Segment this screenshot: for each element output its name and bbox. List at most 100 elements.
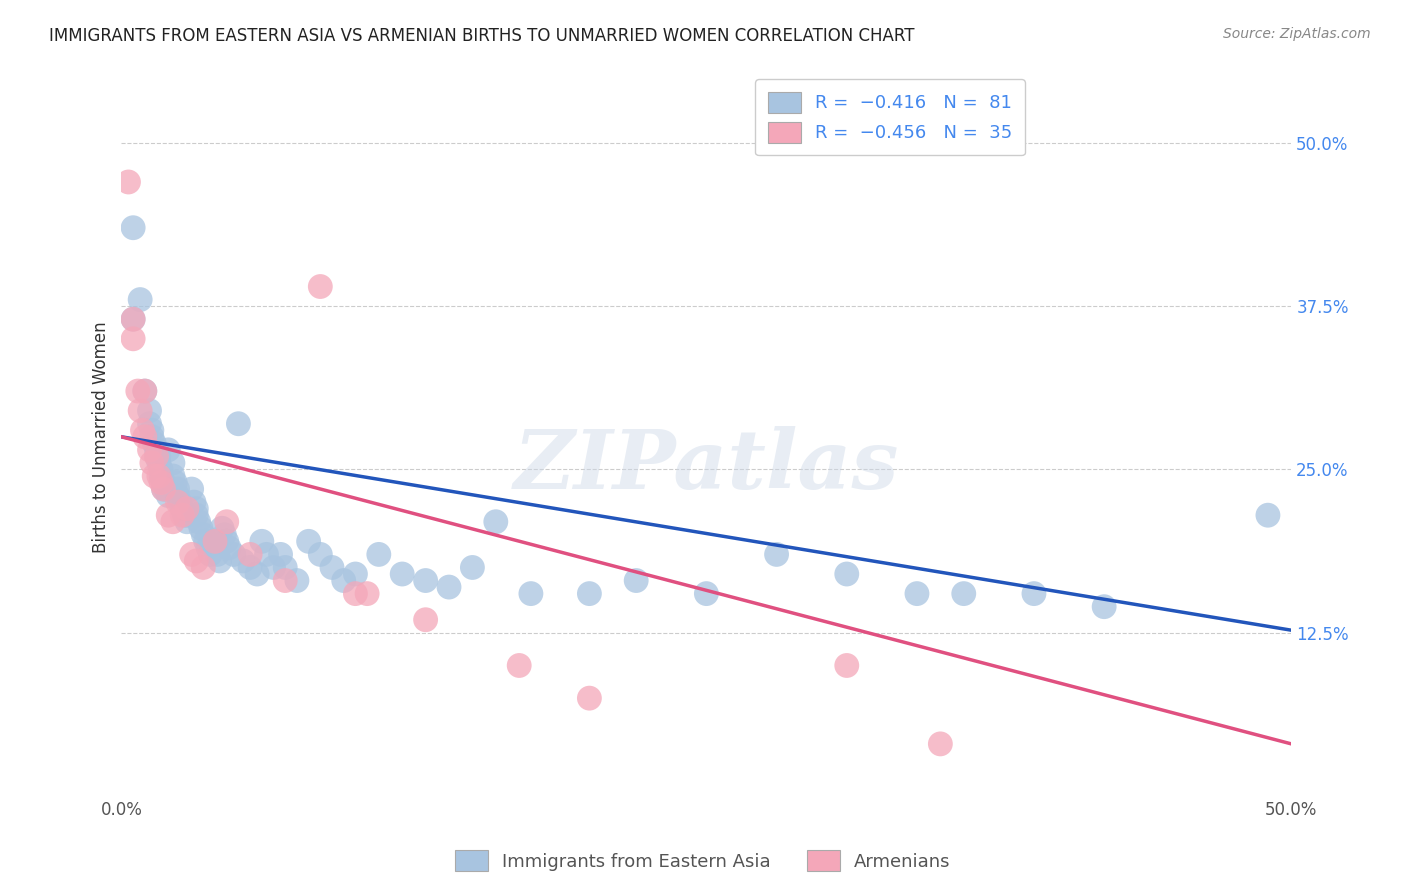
- Point: [211, 521, 233, 535]
- Point: [134, 430, 156, 444]
- Point: [176, 508, 198, 523]
- Point: [145, 450, 167, 464]
- Point: [145, 450, 167, 464]
- Point: [145, 442, 167, 457]
- Point: [176, 515, 198, 529]
- Point: [356, 586, 378, 600]
- Point: [122, 220, 145, 235]
- Point: [157, 489, 180, 503]
- Point: [415, 574, 437, 588]
- Point: [148, 450, 170, 464]
- Point: [207, 548, 229, 562]
- Point: [180, 548, 202, 562]
- Point: [166, 495, 188, 509]
- Point: [274, 560, 297, 574]
- Point: [122, 312, 145, 326]
- Point: [391, 567, 413, 582]
- Point: [138, 403, 160, 417]
- Point: [197, 541, 219, 555]
- Point: [905, 586, 928, 600]
- Point: [162, 469, 184, 483]
- Point: [246, 567, 269, 582]
- Point: [578, 691, 600, 706]
- Point: [193, 560, 215, 574]
- Point: [344, 567, 367, 582]
- Point: [952, 586, 974, 600]
- Point: [285, 574, 308, 588]
- Point: [186, 508, 208, 523]
- Point: [169, 495, 191, 509]
- Point: [141, 456, 163, 470]
- Point: [309, 548, 332, 562]
- Point: [162, 456, 184, 470]
- Point: [232, 554, 254, 568]
- Point: [765, 548, 787, 562]
- Point: [520, 586, 543, 600]
- Point: [143, 469, 166, 483]
- Point: [122, 312, 145, 326]
- Point: [1092, 599, 1115, 614]
- Point: [131, 423, 153, 437]
- Legend: Immigrants from Eastern Asia, Armenians: Immigrants from Eastern Asia, Armenians: [449, 843, 957, 879]
- Point: [194, 534, 217, 549]
- Point: [508, 658, 530, 673]
- Point: [157, 442, 180, 457]
- Point: [165, 475, 187, 490]
- Point: [152, 482, 174, 496]
- Point: [166, 489, 188, 503]
- Point: [172, 501, 194, 516]
- Point: [148, 456, 170, 470]
- Point: [138, 442, 160, 457]
- Point: [214, 528, 236, 542]
- Point: [208, 554, 231, 568]
- Point: [186, 501, 208, 516]
- Point: [437, 580, 460, 594]
- Point: [176, 501, 198, 516]
- Point: [1257, 508, 1279, 523]
- Point: [162, 515, 184, 529]
- Point: [143, 436, 166, 450]
- Point: [274, 574, 297, 588]
- Point: [141, 430, 163, 444]
- Point: [148, 469, 170, 483]
- Point: [204, 534, 226, 549]
- Point: [155, 482, 177, 496]
- Point: [215, 515, 238, 529]
- Point: [695, 586, 717, 600]
- Point: [183, 495, 205, 509]
- Point: [239, 560, 262, 574]
- Text: ZIPatlas: ZIPatlas: [513, 425, 900, 506]
- Point: [218, 541, 240, 555]
- Point: [624, 574, 647, 588]
- Point: [127, 384, 149, 398]
- Point: [332, 574, 354, 588]
- Point: [187, 515, 209, 529]
- Text: Source: ZipAtlas.com: Source: ZipAtlas.com: [1223, 27, 1371, 41]
- Point: [270, 548, 292, 562]
- Point: [134, 384, 156, 398]
- Point: [309, 279, 332, 293]
- Point: [222, 548, 245, 562]
- Point: [122, 332, 145, 346]
- Point: [190, 521, 212, 535]
- Point: [835, 567, 858, 582]
- Point: [150, 469, 173, 483]
- Point: [215, 534, 238, 549]
- Point: [321, 560, 343, 574]
- Point: [117, 175, 139, 189]
- Text: IMMIGRANTS FROM EASTERN ASIA VS ARMENIAN BIRTHS TO UNMARRIED WOMEN CORRELATION C: IMMIGRANTS FROM EASTERN ASIA VS ARMENIAN…: [49, 27, 915, 45]
- Point: [263, 560, 285, 574]
- Point: [166, 482, 188, 496]
- Point: [150, 475, 173, 490]
- Y-axis label: Births to Unmarried Women: Births to Unmarried Women: [93, 321, 110, 553]
- Point: [929, 737, 952, 751]
- Point: [578, 586, 600, 600]
- Point: [344, 586, 367, 600]
- Point: [250, 534, 273, 549]
- Point: [835, 658, 858, 673]
- Point: [1022, 586, 1045, 600]
- Point: [186, 554, 208, 568]
- Legend: R =  −0.416   N =  81, R =  −0.456   N =  35: R = −0.416 N = 81, R = −0.456 N = 35: [755, 79, 1025, 155]
- Point: [298, 534, 321, 549]
- Point: [138, 417, 160, 431]
